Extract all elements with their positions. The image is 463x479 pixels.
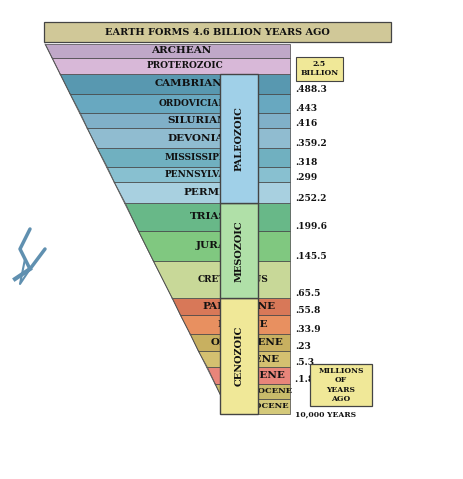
Text: EOCENE: EOCENE xyxy=(218,320,268,329)
Polygon shape xyxy=(114,182,290,204)
Text: .443: .443 xyxy=(295,104,317,113)
Bar xyxy=(220,298,258,414)
Polygon shape xyxy=(80,113,290,128)
Text: PALEOCENE: PALEOCENE xyxy=(202,302,275,311)
Text: MIOCENE: MIOCENE xyxy=(221,354,280,364)
Text: .542: .542 xyxy=(295,65,317,74)
Text: .5.3: .5.3 xyxy=(295,358,314,367)
Text: .359.2: .359.2 xyxy=(295,139,327,148)
Text: .488.3: .488.3 xyxy=(295,85,327,93)
Polygon shape xyxy=(106,167,290,182)
Text: CRETACEOUS: CRETACEOUS xyxy=(197,275,268,284)
Text: .55.8: .55.8 xyxy=(295,306,320,315)
Polygon shape xyxy=(45,44,290,57)
Polygon shape xyxy=(190,334,290,351)
Polygon shape xyxy=(172,298,290,315)
Text: PERMIAN: PERMIAN xyxy=(184,188,243,197)
FancyBboxPatch shape xyxy=(296,57,343,80)
Text: TRIASSIC: TRIASSIC xyxy=(190,213,247,221)
Polygon shape xyxy=(153,261,290,298)
FancyBboxPatch shape xyxy=(44,22,391,42)
Text: PLEISTOCENE: PLEISTOCENE xyxy=(223,388,293,396)
Text: ARCHEAN: ARCHEAN xyxy=(151,46,212,55)
Text: PLIOCENE: PLIOCENE xyxy=(223,371,286,380)
Text: DEVONIAN: DEVONIAN xyxy=(168,134,234,143)
Text: OLIGOCENE: OLIGOCENE xyxy=(211,338,283,347)
Polygon shape xyxy=(223,399,290,414)
Polygon shape xyxy=(60,74,290,93)
Bar xyxy=(220,74,258,204)
Text: EARTH FORMS 4.6 BILLION YEARS AGO: EARTH FORMS 4.6 BILLION YEARS AGO xyxy=(105,27,330,36)
Text: ORDOVICIAN: ORDOVICIAN xyxy=(159,99,227,108)
Polygon shape xyxy=(206,367,290,384)
Text: 2.5
BILLION: 2.5 BILLION xyxy=(300,60,338,77)
Polygon shape xyxy=(199,351,290,367)
Polygon shape xyxy=(125,204,290,230)
Polygon shape xyxy=(52,57,290,74)
Polygon shape xyxy=(138,230,290,261)
Text: .199.6: .199.6 xyxy=(295,221,327,230)
Text: .416: .416 xyxy=(295,119,317,128)
Text: .65.5: .65.5 xyxy=(295,289,320,298)
Text: 10,000 YEARS: 10,000 YEARS xyxy=(295,411,356,419)
Text: JURASSIC: JURASSIC xyxy=(196,241,255,250)
Polygon shape xyxy=(70,93,290,113)
Text: .318: .318 xyxy=(295,159,317,167)
Text: PROTEROZOIC: PROTEROZOIC xyxy=(146,61,223,70)
FancyBboxPatch shape xyxy=(310,364,372,406)
Text: .33.9: .33.9 xyxy=(295,325,320,334)
Polygon shape xyxy=(215,384,290,399)
Polygon shape xyxy=(87,128,290,148)
Text: SILURIAN: SILURIAN xyxy=(167,116,227,125)
Text: PALEOZOIC: PALEOZOIC xyxy=(234,106,244,171)
Text: CAMBRIAN: CAMBRIAN xyxy=(155,80,223,88)
Polygon shape xyxy=(97,148,290,167)
Text: .23: .23 xyxy=(295,342,311,351)
Text: MILLIONS
OF
YEARS
AGO: MILLIONS OF YEARS AGO xyxy=(318,367,364,403)
Text: .252.2: .252.2 xyxy=(295,194,326,204)
Text: .145.5: .145.5 xyxy=(295,251,326,261)
Text: .1.8 e: .1.8 e xyxy=(295,375,323,384)
Bar xyxy=(220,204,258,298)
Text: MESOZOIC: MESOZOIC xyxy=(234,220,244,282)
Polygon shape xyxy=(181,315,290,334)
Text: HOLOCENE: HOLOCENE xyxy=(233,402,289,411)
Text: CENOZOIC: CENOZOIC xyxy=(234,326,244,386)
Text: MISSISSIPPIAN: MISSISSIPPIAN xyxy=(165,153,246,162)
Text: .299: .299 xyxy=(295,173,317,182)
Text: PENNSYLVANIAN: PENNSYLVANIAN xyxy=(164,171,254,179)
